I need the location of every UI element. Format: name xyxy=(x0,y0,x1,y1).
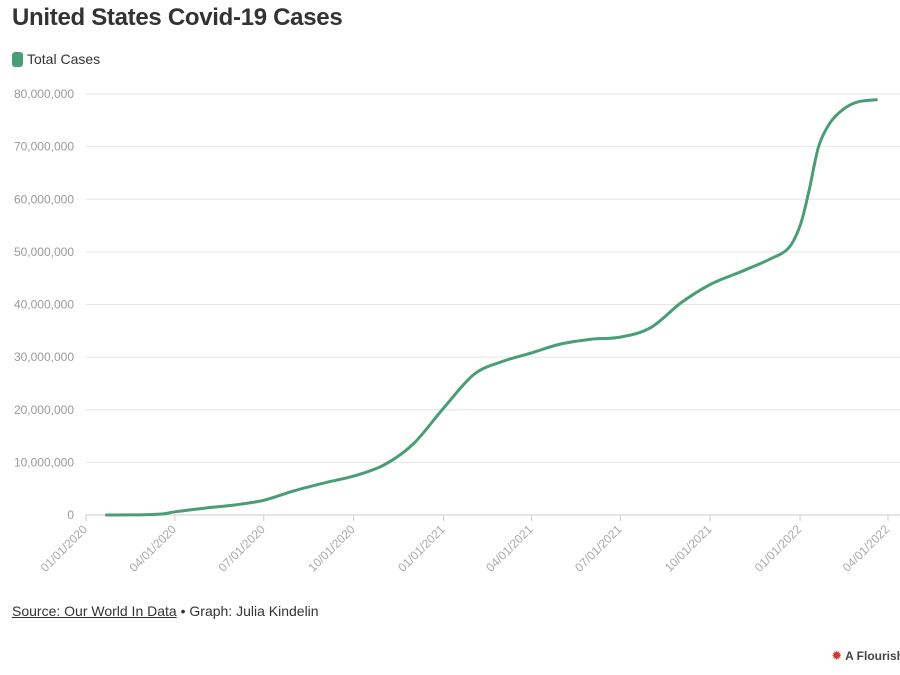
y-tick-label: 30,000,000 xyxy=(14,350,74,364)
chart-title: United States Covid-19 Cases xyxy=(12,4,343,31)
flourish-logo-icon: ✹ xyxy=(831,648,843,663)
footer: Source: Our World In Data • Graph: Julia… xyxy=(12,603,319,619)
y-tick-label: 60,000,000 xyxy=(14,192,74,206)
y-tick-label: 0 xyxy=(67,508,74,522)
x-tick-label: 04/01/2020 xyxy=(127,522,180,575)
x-tick-label: 10/01/2021 xyxy=(662,522,715,575)
series-line-total-cases[interactable] xyxy=(105,98,878,517)
x-tick-label: 01/01/2021 xyxy=(395,522,448,575)
gridlines xyxy=(86,93,900,516)
flourish-branding[interactable]: ✹ A Flourish xyxy=(831,648,900,664)
x-tick-label: 07/01/2021 xyxy=(572,522,625,575)
legend-swatch xyxy=(12,51,23,67)
x-tick-label: 04/01/2021 xyxy=(483,522,536,575)
x-tick-label: 10/01/2020 xyxy=(305,522,358,575)
y-tick-label: 20,000,000 xyxy=(14,403,74,417)
x-axis-ticks: 01/01/2020 04/01/2020 07/01/2020 10/01/2020… xyxy=(38,515,893,575)
legend-label: Total Cases xyxy=(27,51,101,67)
legend[interactable]: Total Cases xyxy=(12,51,100,67)
y-tick-label: 40,000,000 xyxy=(14,298,74,312)
x-tick-label: 01/01/2022 xyxy=(752,522,805,575)
source-link[interactable]: Source: Our World In Data xyxy=(12,603,177,619)
x-tick-label: 01/01/2020 xyxy=(38,522,91,575)
y-tick-label: 50,000,000 xyxy=(14,245,74,259)
footer-separator: • xyxy=(180,603,186,619)
footer-credit: Graph: Julia Kindelin xyxy=(189,603,319,619)
series-layer xyxy=(105,98,878,517)
x-tick-label: 04/01/2022 xyxy=(840,522,893,575)
flourish-label: A Flourish xyxy=(845,649,900,663)
y-tick-label: 80,000,000 xyxy=(14,87,74,101)
y-tick-label: 10,000,000 xyxy=(14,455,74,469)
y-axis-ticks: 0 10,000,000 20,000,000 30,000,000 40,000,00… xyxy=(14,87,74,522)
x-tick-label: 07/01/2020 xyxy=(216,522,269,575)
y-tick-label: 70,000,000 xyxy=(14,140,74,154)
line-chart: 0 10,000,000 20,000,000 30,000,000 40,000,00… xyxy=(14,87,900,575)
